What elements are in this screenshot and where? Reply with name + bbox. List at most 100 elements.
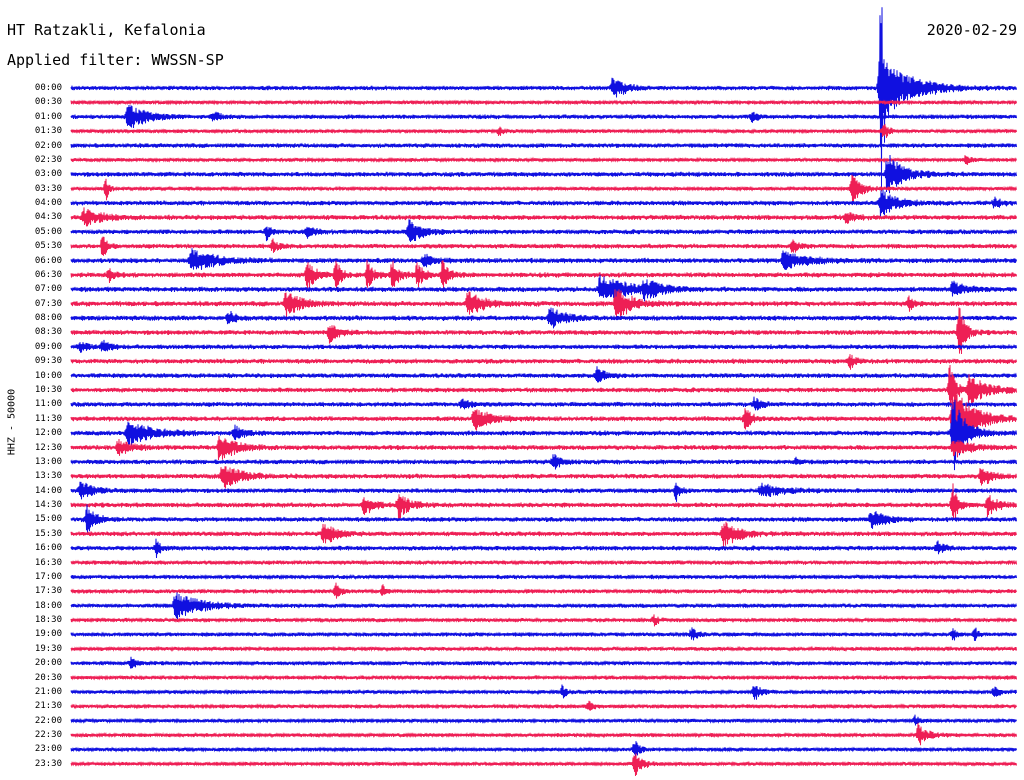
row-label: 06:00	[34, 255, 62, 266]
trace-row-1430	[70, 483, 1017, 521]
trace-row-1030	[70, 364, 1017, 410]
row-label: 10:00	[34, 370, 62, 381]
row-label: 03:30	[34, 183, 62, 194]
row-label: 02:30	[34, 154, 62, 165]
row-label: 07:00	[34, 284, 62, 295]
row-label: 02:00	[34, 140, 62, 151]
row-label: 01:00	[34, 111, 62, 122]
trace-row-1100	[70, 396, 1017, 411]
row-label: 13:00	[34, 456, 62, 467]
row-label: 10:30	[34, 384, 62, 395]
row-label: 20:00	[34, 658, 62, 669]
trace-row-2030	[70, 674, 1017, 681]
trace-row-1730	[70, 582, 1017, 599]
trace-row-1000	[70, 366, 1017, 383]
row-label: 17:30	[34, 586, 62, 597]
row-label: 15:30	[34, 528, 62, 539]
trace-row-1930	[70, 645, 1017, 653]
filter-line: Applied filter: WWSSN-SP	[7, 51, 224, 69]
trace-row-0330	[70, 174, 1017, 203]
trace-row-1230	[70, 435, 1017, 461]
row-label: 14:00	[34, 485, 62, 496]
row-label: 14:30	[34, 500, 62, 511]
row-label: 08:30	[34, 327, 62, 338]
row-label: 20:30	[34, 672, 62, 683]
trace-row-0300	[70, 154, 1017, 194]
trace-row-0030	[70, 99, 1017, 106]
row-label: 09:00	[34, 341, 62, 352]
trace-row-0530	[70, 236, 1017, 256]
row-label: 03:00	[34, 169, 62, 180]
trace-row-2000	[70, 656, 1017, 669]
trace-row-0830	[70, 307, 1017, 355]
row-label: 21:00	[34, 686, 62, 697]
trace-row-0500	[70, 219, 1017, 243]
row-label: 18:30	[34, 615, 62, 626]
row-label: 16:00	[34, 543, 62, 554]
trace-row-2200	[70, 714, 1017, 726]
row-label: 00:00	[34, 83, 62, 93]
row-label: 16:30	[34, 557, 62, 568]
trace-row-0900	[70, 339, 1017, 353]
trace-row-2100	[70, 684, 1017, 700]
trace-row-1800	[70, 592, 1017, 620]
row-label: 22:30	[34, 730, 62, 741]
row-label: 05:30	[34, 241, 62, 252]
trace-row-1900	[70, 627, 1017, 641]
trace-row-2230	[70, 722, 1017, 746]
row-label: 00:30	[34, 97, 62, 108]
row-label: 15:00	[34, 514, 62, 525]
trace-row-0200	[70, 142, 1017, 149]
trace-row-0930	[70, 354, 1017, 370]
trace-row-0600	[70, 248, 1017, 270]
row-label: 07:30	[34, 298, 62, 309]
trace-row-1300	[70, 454, 1017, 470]
row-label: 05:00	[34, 226, 62, 237]
row-label: 09:30	[34, 356, 62, 367]
trace-row-0430	[70, 207, 1017, 227]
row-label: 06:30	[34, 269, 62, 280]
row-label: 17:00	[34, 571, 62, 582]
trace-row-0400	[70, 189, 1017, 219]
trace-row-1830	[70, 614, 1017, 627]
trace-row-1330	[70, 466, 1017, 489]
row-label: 23:00	[34, 744, 62, 755]
row-label: 21:30	[34, 701, 62, 712]
trace-row-2130	[70, 700, 1017, 711]
row-label: 18:00	[34, 600, 62, 611]
row-label: 19:30	[34, 643, 62, 654]
row-label: 11:30	[34, 413, 62, 424]
row-label: 11:00	[34, 399, 62, 410]
trace-row-1200	[70, 399, 1017, 471]
trace-row-1400	[70, 481, 1017, 502]
trace-row-1500	[70, 504, 1017, 533]
trace-row-2330	[70, 753, 1017, 777]
trace-row-0630	[70, 259, 1017, 290]
row-label: 13:30	[34, 471, 62, 482]
row-label: 08:00	[34, 313, 62, 324]
trace-row-0800	[70, 307, 1017, 329]
trace-row-0000	[70, 7, 1017, 188]
row-label: 04:00	[34, 198, 62, 209]
row-label: 12:00	[34, 428, 62, 439]
trace-row-1530	[70, 521, 1017, 547]
row-label: 22:00	[34, 715, 62, 726]
row-label: 23:30	[34, 758, 62, 769]
trace-row-0130	[70, 123, 1017, 138]
row-label: 04:30	[34, 212, 62, 223]
row-label: 12:30	[34, 442, 62, 453]
trace-row-1130	[70, 391, 1017, 454]
row-label: 19:00	[34, 629, 62, 640]
trace-row-0100	[70, 104, 1017, 129]
trace-row-2300	[70, 741, 1017, 757]
row-label: 01:30	[34, 126, 62, 137]
record-date: 2020-02-29	[926, 21, 1017, 39]
trace-row-1630	[70, 559, 1017, 566]
station-title: HT Ratzakli, Kefalonia	[7, 21, 206, 39]
trace-row-1600	[70, 538, 1017, 559]
trace-row-1700	[70, 573, 1017, 581]
trace-row-0230	[70, 155, 1017, 165]
trace-row-0730	[70, 289, 1017, 319]
trace-row-0700	[70, 274, 1017, 302]
